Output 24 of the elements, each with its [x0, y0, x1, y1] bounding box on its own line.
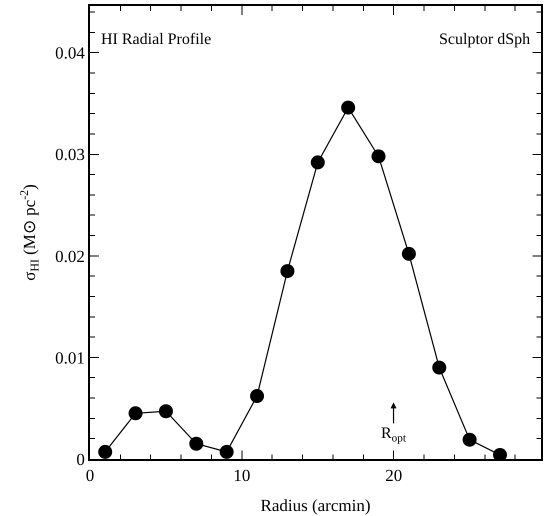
point [372, 149, 386, 164]
point [220, 444, 234, 459]
point [98, 444, 112, 459]
annotation: HI Radial Profile [101, 31, 212, 48]
x-tick-label: 20 [385, 466, 402, 486]
point [462, 432, 477, 447]
y-tick-label: 0.03 [55, 145, 85, 164]
point [280, 264, 294, 278]
y-tick-label: 0.01 [55, 348, 85, 368]
x-axis-title: Radius (arcmin) [260, 496, 370, 516]
point [189, 436, 204, 451]
annotation: R$_{opt}$ [381, 425, 407, 444]
annotation: Sculptor dSph [439, 31, 530, 48]
y-tick-label: 0 [76, 450, 85, 469]
point [250, 389, 264, 404]
point [432, 360, 446, 375]
point [402, 246, 416, 261]
point [341, 100, 356, 115]
point [158, 404, 173, 418]
y-tick-label: 0.02 [55, 246, 85, 266]
point [310, 155, 325, 170]
point [128, 406, 143, 420]
y-tick-label: 0.04 [55, 44, 86, 63]
x-tick-label: 10 [233, 466, 250, 486]
